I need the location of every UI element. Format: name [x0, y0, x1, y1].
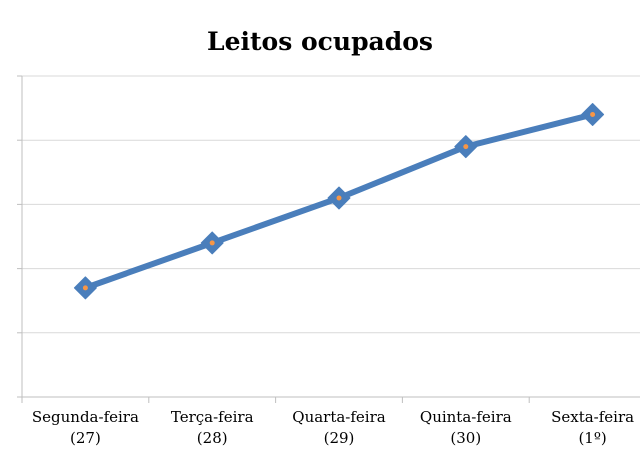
x-tick-label-date: (30)	[450, 429, 481, 447]
x-tick-labels: Segunda-feira (27) Terça-feira (28) Quarta-f…	[32, 408, 634, 447]
data-point-center	[82, 285, 88, 291]
x-tick-label-day: Sexta-feira	[551, 408, 634, 426]
data-point-center	[463, 144, 469, 150]
x-tick-label-date: (28)	[197, 429, 228, 447]
series-layer	[73, 103, 605, 300]
chart-title: Leitos ocupados	[207, 27, 433, 56]
gridlines	[22, 75, 640, 334]
x-tick-label-date: (29)	[324, 429, 355, 447]
axes	[17, 75, 640, 403]
x-tick-label-day: Quinta-feira	[420, 408, 512, 426]
x-tick-label-day: Quarta-feira	[292, 408, 386, 426]
x-tick-label-date: (1º)	[578, 429, 606, 447]
x-tick-label-date: (27)	[70, 429, 101, 447]
data-point-center	[336, 195, 342, 201]
x-tick-label-day: Segunda-feira	[32, 408, 139, 426]
x-tick-label-day: Terça-feira	[171, 408, 254, 426]
data-point-center	[209, 240, 215, 246]
data-point-center	[590, 112, 596, 118]
